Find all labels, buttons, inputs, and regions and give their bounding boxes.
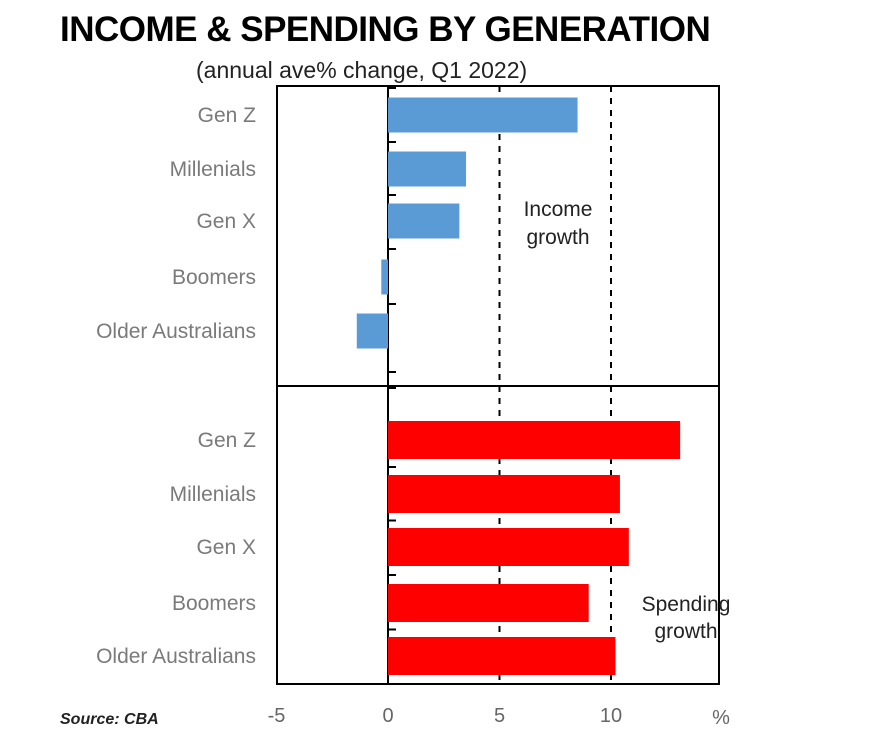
income-growth-annotation: growth (526, 226, 589, 249)
spending-bar (388, 637, 616, 675)
spending-bar (388, 421, 681, 459)
spending-category-label: Boomers (172, 592, 256, 615)
spending-bar (388, 475, 620, 513)
chart-subtitle: (annual ave% change, Q1 2022) (196, 57, 528, 83)
chart-title: INCOME & SPENDING BY GENERATION (60, 10, 711, 49)
income-growth-annotation: Income (524, 198, 593, 221)
income-category-label: Gen X (196, 210, 256, 233)
income-bar (356, 313, 388, 349)
income-bar (388, 151, 467, 187)
x-tick-label: 10 (600, 705, 622, 727)
income-category-label: Older Australians (96, 320, 256, 343)
x-tick-label: 0 (382, 705, 393, 727)
source-note: Source: CBA (60, 711, 159, 728)
income-bar (381, 259, 388, 295)
spending-category-label: Gen Z (198, 429, 257, 452)
income-bar (388, 203, 460, 239)
income-category-label: Boomers (172, 266, 256, 289)
spending-growth-annotation: growth (654, 620, 717, 643)
spending-bar (388, 528, 629, 566)
income-category-label: Gen Z (198, 104, 257, 127)
x-unit-label: % (712, 707, 730, 729)
spending-category-label: Gen X (196, 536, 256, 559)
spending-category-label: Millenials (170, 483, 256, 506)
x-tick-label: 5 (494, 705, 505, 727)
spending-growth-annotation: Spending (642, 593, 731, 616)
spending-bar (388, 584, 589, 622)
income-category-label: Millenials (170, 158, 256, 181)
x-tick-label: -5 (268, 705, 286, 727)
spending-category-label: Older Australians (96, 645, 256, 668)
income-bar (388, 97, 578, 133)
